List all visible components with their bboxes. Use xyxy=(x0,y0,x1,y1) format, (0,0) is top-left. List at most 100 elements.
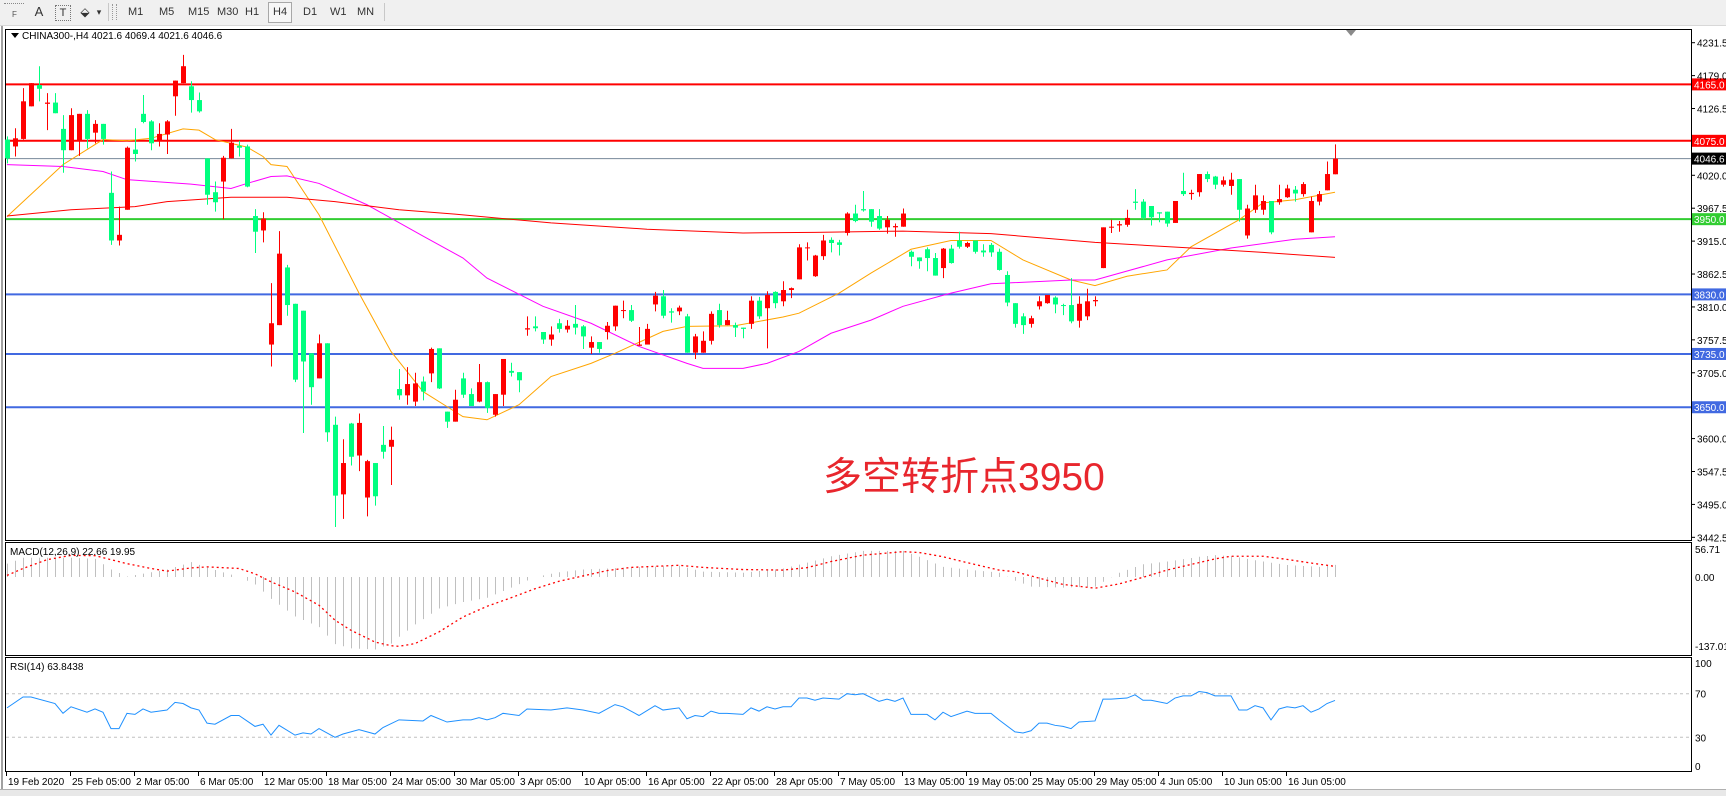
candle-body xyxy=(469,394,474,406)
candle-body xyxy=(677,307,682,312)
candle-body xyxy=(1197,174,1202,193)
timeframe-h4-button[interactable]: H4 xyxy=(268,2,293,23)
timeframe-w1-button[interactable]: W1 xyxy=(330,6,347,18)
candle xyxy=(293,303,298,383)
date-tick-label: 13 May 05:00 xyxy=(904,777,965,788)
candle-body xyxy=(613,305,618,327)
toolbar-grip[interactable] xyxy=(112,4,117,20)
candle-body xyxy=(13,138,18,147)
candle xyxy=(1037,296,1042,310)
candle xyxy=(1005,271,1010,307)
candle-body xyxy=(1061,305,1066,307)
candle-body xyxy=(157,133,162,142)
candle xyxy=(997,248,1002,271)
chart-shift-marker-icon[interactable] xyxy=(1346,30,1356,36)
candle xyxy=(101,123,106,145)
candle xyxy=(629,305,634,322)
candle xyxy=(861,190,866,212)
candle xyxy=(341,439,346,519)
date-tick-label: 3 Apr 05:00 xyxy=(520,777,572,788)
candle xyxy=(573,305,578,335)
candle-body xyxy=(557,323,562,329)
candle-body xyxy=(1077,303,1082,321)
candle-body xyxy=(357,422,362,456)
candle-body xyxy=(845,213,850,233)
timeframe-h1-button[interactable]: H1 xyxy=(245,6,260,18)
date-tick-label: 19 Feb 2020 xyxy=(8,777,65,788)
arrows-tool-icon[interactable]: ⬙ xyxy=(80,5,90,19)
candle-body xyxy=(653,295,658,305)
candle xyxy=(173,80,178,116)
bottom-tab-strip[interactable] xyxy=(0,789,1726,796)
candle xyxy=(1197,174,1202,197)
price-tick-label: 4020.0 xyxy=(1697,171,1726,182)
candle xyxy=(21,88,26,140)
fibonacci-tool-icon[interactable]: F xyxy=(4,3,24,22)
timeframe-m15-button[interactable]: M15 xyxy=(188,6,210,18)
candle-body xyxy=(749,300,754,324)
timeframe-m5-button[interactable]: M5 xyxy=(159,6,175,18)
candle-body xyxy=(1285,188,1290,198)
candle-body xyxy=(173,80,178,97)
timeframe-m1-button[interactable]: M1 xyxy=(128,6,144,18)
candle-body xyxy=(541,332,546,340)
moving-average-line xyxy=(6,128,1336,421)
candle xyxy=(757,296,762,319)
candle-body xyxy=(1173,200,1178,223)
candle-body xyxy=(1261,200,1266,210)
arrows-dropdown-chevron-icon[interactable]: ▾ xyxy=(96,7,102,17)
level-price-tag xyxy=(1692,288,1726,301)
candle xyxy=(877,209,882,230)
timeframe-mn-button[interactable]: MN xyxy=(357,6,375,18)
date-tick-label: 18 Mar 05:00 xyxy=(328,777,387,788)
candle-body xyxy=(885,219,890,228)
date-tick-label: 7 May 05:00 xyxy=(840,777,895,788)
candle-body xyxy=(493,394,498,415)
candle-body xyxy=(461,378,466,395)
candle xyxy=(1277,184,1282,205)
candle-body xyxy=(581,326,586,337)
date-tick-label: 30 Mar 05:00 xyxy=(456,777,515,788)
candle xyxy=(325,343,330,442)
candle-body xyxy=(21,101,26,139)
candle-body xyxy=(549,334,554,340)
candle-body xyxy=(1189,192,1194,195)
text-label-tool-icon[interactable]: T xyxy=(55,5,71,21)
candle xyxy=(1261,195,1266,215)
candle-body xyxy=(1117,224,1122,226)
candle xyxy=(1333,144,1338,175)
candle xyxy=(517,372,522,393)
candle-body xyxy=(789,288,794,291)
candle-body xyxy=(285,267,290,306)
candle xyxy=(845,212,850,236)
symbol-dropdown-triangle-icon[interactable] xyxy=(11,33,19,38)
timeframe-d1-button[interactable]: D1 xyxy=(303,6,318,18)
candle xyxy=(981,244,986,257)
candle-body xyxy=(877,216,882,229)
price-tick-label: 4179.0 xyxy=(1697,72,1726,83)
candle xyxy=(1093,296,1098,307)
candle xyxy=(357,413,362,472)
candle-body xyxy=(909,251,914,257)
candle xyxy=(893,223,898,237)
candle-body xyxy=(1165,211,1170,224)
candle-body xyxy=(1325,174,1330,191)
timeframe-m30-button[interactable]: M30 xyxy=(217,6,239,18)
candle-body xyxy=(365,461,370,498)
candle-body xyxy=(413,383,418,402)
rsi-panel-frame[interactable] xyxy=(5,657,1692,772)
candle-body xyxy=(1253,195,1258,210)
main-panel-frame[interactable] xyxy=(5,29,1692,541)
toolbar-separator xyxy=(108,3,109,21)
candle-body xyxy=(517,372,522,381)
text-tool-icon[interactable]: A xyxy=(34,4,44,19)
candle xyxy=(93,120,98,144)
candle xyxy=(669,308,674,323)
candle-body xyxy=(1141,201,1146,218)
candle-body xyxy=(453,399,458,422)
candle xyxy=(597,342,602,353)
macd-panel-frame[interactable] xyxy=(5,542,1692,656)
candle xyxy=(61,115,66,173)
candle xyxy=(957,231,962,249)
